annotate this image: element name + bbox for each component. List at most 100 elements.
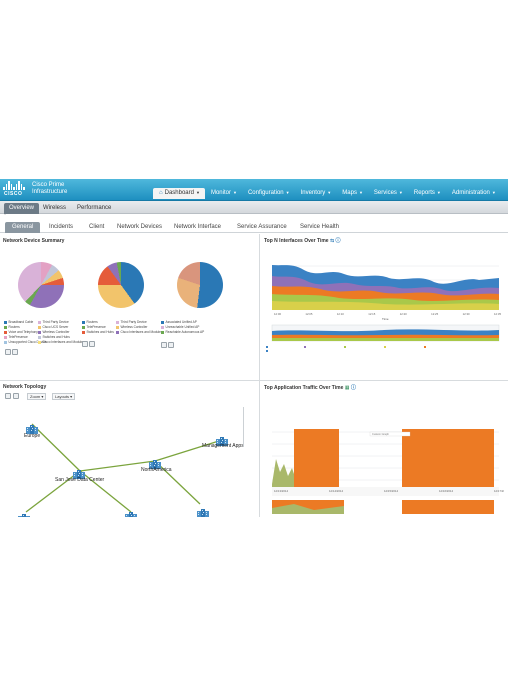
zoom-dropdown[interactable]: Zoom ▾	[27, 393, 47, 400]
legend-item: Reachable Autonomous AP	[161, 330, 204, 334]
series-area	[272, 459, 296, 487]
subtab-wireless[interactable]: Wireless	[43, 205, 67, 211]
chart-baseline	[272, 487, 499, 496]
menu-inventory[interactable]: Inventory ▼	[300, 190, 332, 196]
subtab-overview[interactable]: Overview	[4, 203, 40, 214]
legend-swatch	[38, 320, 41, 324]
zoom-slider[interactable]	[243, 407, 251, 447]
help-icon[interactable]: ⓘ	[350, 385, 356, 391]
series-area	[294, 429, 339, 487]
legend-label: TelePresence	[86, 325, 106, 329]
menu-configuration[interactable]: Configuration ▼	[247, 190, 290, 196]
building-icon[interactable]	[18, 510, 30, 517]
legend-swatch	[38, 330, 41, 334]
legend-swatch	[4, 320, 7, 324]
legend-item: Third Party Device	[38, 320, 69, 324]
settings-icon[interactable]	[12, 349, 18, 355]
interfaces-area-chart[interactable]: 12:00 12:05 12:10 12:15 12:20 12:25 12:30 12:35…	[264, 260, 504, 360]
tab-incidents[interactable]: Incidents	[49, 224, 74, 230]
tab-client[interactable]: Client	[89, 224, 105, 230]
x-tick-label: 12/15/2014	[384, 489, 398, 493]
menu-monitor[interactable]: Monitor ▼	[210, 190, 237, 196]
x-tick-label: 12/17/2014	[494, 489, 504, 493]
x-tick-label: 12:30	[463, 312, 470, 316]
caret-down-icon: ▼	[232, 190, 237, 195]
legend-label: Switches and Hubs	[42, 335, 70, 339]
tab-service-health[interactable]: Service Health	[300, 224, 340, 230]
node-europe[interactable]: Europe	[24, 433, 41, 439]
legend-label: Unreachable Unified AP	[165, 325, 200, 329]
top-interfaces-dashlet: Top N Interfaces Over Time ⇆ ⓘ By Rx Meg…	[0, 191, 508, 352]
legend-label: Associated Unified AP	[165, 320, 197, 324]
x-tick-label: 12:00	[274, 312, 281, 316]
dashboard-subnav: Overview Wireless Performance	[0, 201, 508, 214]
building-icon[interactable]	[73, 466, 85, 479]
legend-item: Wireless Controller	[38, 330, 69, 334]
tab-service-assurance[interactable]: Service Assurance	[237, 224, 287, 230]
menu-maps[interactable]: Maps ▼	[342, 190, 363, 196]
chart-type-icon[interactable]	[161, 342, 167, 348]
building-icon[interactable]	[197, 505, 209, 517]
tab-network-devices[interactable]: Network Devices	[117, 224, 163, 230]
node-san-jose[interactable]: San Jose Data Center	[55, 477, 105, 483]
select-icon[interactable]	[5, 393, 11, 399]
unreachable-pie[interactable]	[98, 262, 144, 308]
settings-icon[interactable]	[168, 342, 174, 348]
legend-item: Voice and Telephony	[4, 330, 38, 334]
subtab-performance[interactable]: Performance	[77, 205, 112, 211]
x-tick-label: 12:20	[400, 312, 407, 316]
x-tick-label: 12/14/2014	[329, 489, 343, 493]
operational-ap-pie[interactable]	[177, 262, 223, 308]
legend-item: TelePresence	[4, 335, 28, 339]
legend-swatch	[82, 330, 85, 334]
interfaces-overview-strip	[271, 324, 500, 342]
topology-title: Network Topology	[3, 384, 47, 390]
x-tick-label: 12:35	[494, 312, 501, 316]
legend-label: TelePresence	[8, 335, 28, 339]
legend-item: Cisco Interfaces and Modules	[38, 340, 85, 344]
home-icon: ⌂	[159, 190, 163, 196]
tab-general[interactable]: General	[5, 222, 41, 233]
legend-item: Broadband Cable	[4, 320, 33, 324]
node-northamerica[interactable]: NorthAmerica	[141, 467, 172, 473]
legend-swatch	[82, 320, 85, 324]
chart-tooltip-text: Custom Graph	[372, 432, 389, 436]
building-icon[interactable]	[216, 433, 228, 446]
legend-label: Switches and Hubs	[86, 330, 114, 334]
node-management-apps[interactable]: Management Apps	[202, 443, 244, 449]
legend-item: Wireless Controller	[116, 325, 147, 329]
x-tick-label: 12:10	[337, 312, 344, 316]
dashlet-tabs: General Incidents Client Network Devices…	[0, 220, 508, 233]
app-traffic-dashlet: Top Application Traffic Over Time ▦ ⓘ Ap…	[0, 203, 508, 514]
legend-label: Reachable Autonomous AP	[165, 330, 205, 334]
menu-services[interactable]: Services ▼	[373, 190, 403, 196]
legend-label: Cisco Interfaces and Modules	[42, 340, 85, 344]
legend-item: Associated Unified AP	[161, 320, 197, 324]
legend-swatch	[161, 320, 164, 324]
export-icon[interactable]: ▦	[344, 385, 350, 391]
help-icon[interactable]: ⇆ ⓘ	[329, 238, 341, 244]
building-icon[interactable]	[26, 421, 38, 434]
menu-reports[interactable]: Reports ▼	[413, 190, 441, 196]
menu-dashboard[interactable]: ⌂ Dashboard ▼	[153, 188, 205, 199]
legend-label: Broadband Cable	[8, 320, 34, 324]
tab-network-interface[interactable]: Network Interface	[174, 224, 222, 230]
settings-icon[interactable]	[89, 341, 95, 347]
caret-down-icon: ▼	[327, 190, 332, 195]
main-menu: ⌂ Dashboard ▼ Monitor ▼ Configuration ▼ Inve…	[153, 188, 501, 199]
pan-icon[interactable]	[13, 393, 19, 399]
building-icon[interactable]	[149, 456, 161, 469]
menu-administration[interactable]: Administration ▼	[451, 190, 496, 196]
chart-type-icon[interactable]	[82, 341, 88, 347]
top-interfaces-title: Top N Interfaces Over Time ⇆ ⓘ	[264, 238, 341, 244]
app-traffic-chart[interactable]: 12/13/2014 12/14/2014 12/15/2014 12/16/2014…	[264, 424, 504, 516]
building-icon[interactable]	[125, 508, 137, 517]
chart-type-icon[interactable]	[5, 349, 11, 355]
legend-swatch	[161, 330, 164, 334]
legend-item: Switches and Hubs	[38, 335, 70, 339]
reachable-pie[interactable]	[18, 262, 64, 308]
legend-label: Cisco Interfaces and Modules	[120, 330, 163, 334]
topology-links	[25, 423, 223, 513]
layouts-dropdown[interactable]: Layouts ▾	[52, 393, 76, 400]
app-overview-strip	[272, 500, 494, 514]
